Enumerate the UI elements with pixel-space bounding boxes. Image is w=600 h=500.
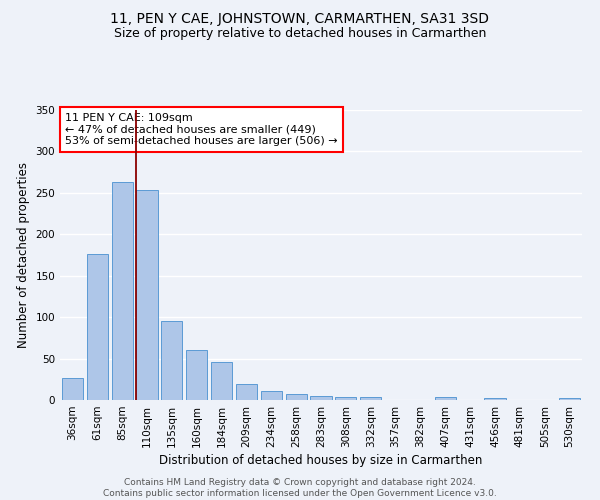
Bar [211,362,232,400]
Bar [236,384,257,400]
X-axis label: Distribution of detached houses by size in Carmarthen: Distribution of detached houses by size … [160,454,482,467]
Bar [435,396,456,400]
Bar [161,322,182,400]
Bar [112,182,133,400]
Bar [360,396,381,400]
Text: 11 PEN Y CAE: 109sqm
← 47% of detached houses are smaller (449)
53% of semi-deta: 11 PEN Y CAE: 109sqm ← 47% of detached h… [65,113,338,146]
Bar [62,378,83,400]
Bar [261,391,282,400]
Bar [484,398,506,400]
Text: Contains HM Land Registry data © Crown copyright and database right 2024.
Contai: Contains HM Land Registry data © Crown c… [103,478,497,498]
Bar [335,396,356,400]
Bar [310,396,332,400]
Text: Size of property relative to detached houses in Carmarthen: Size of property relative to detached ho… [114,28,486,40]
Bar [87,254,108,400]
Bar [559,398,580,400]
Bar [286,394,307,400]
Bar [186,350,207,400]
Text: 11, PEN Y CAE, JOHNSTOWN, CARMARTHEN, SA31 3SD: 11, PEN Y CAE, JOHNSTOWN, CARMARTHEN, SA… [110,12,490,26]
Y-axis label: Number of detached properties: Number of detached properties [17,162,30,348]
Bar [136,190,158,400]
